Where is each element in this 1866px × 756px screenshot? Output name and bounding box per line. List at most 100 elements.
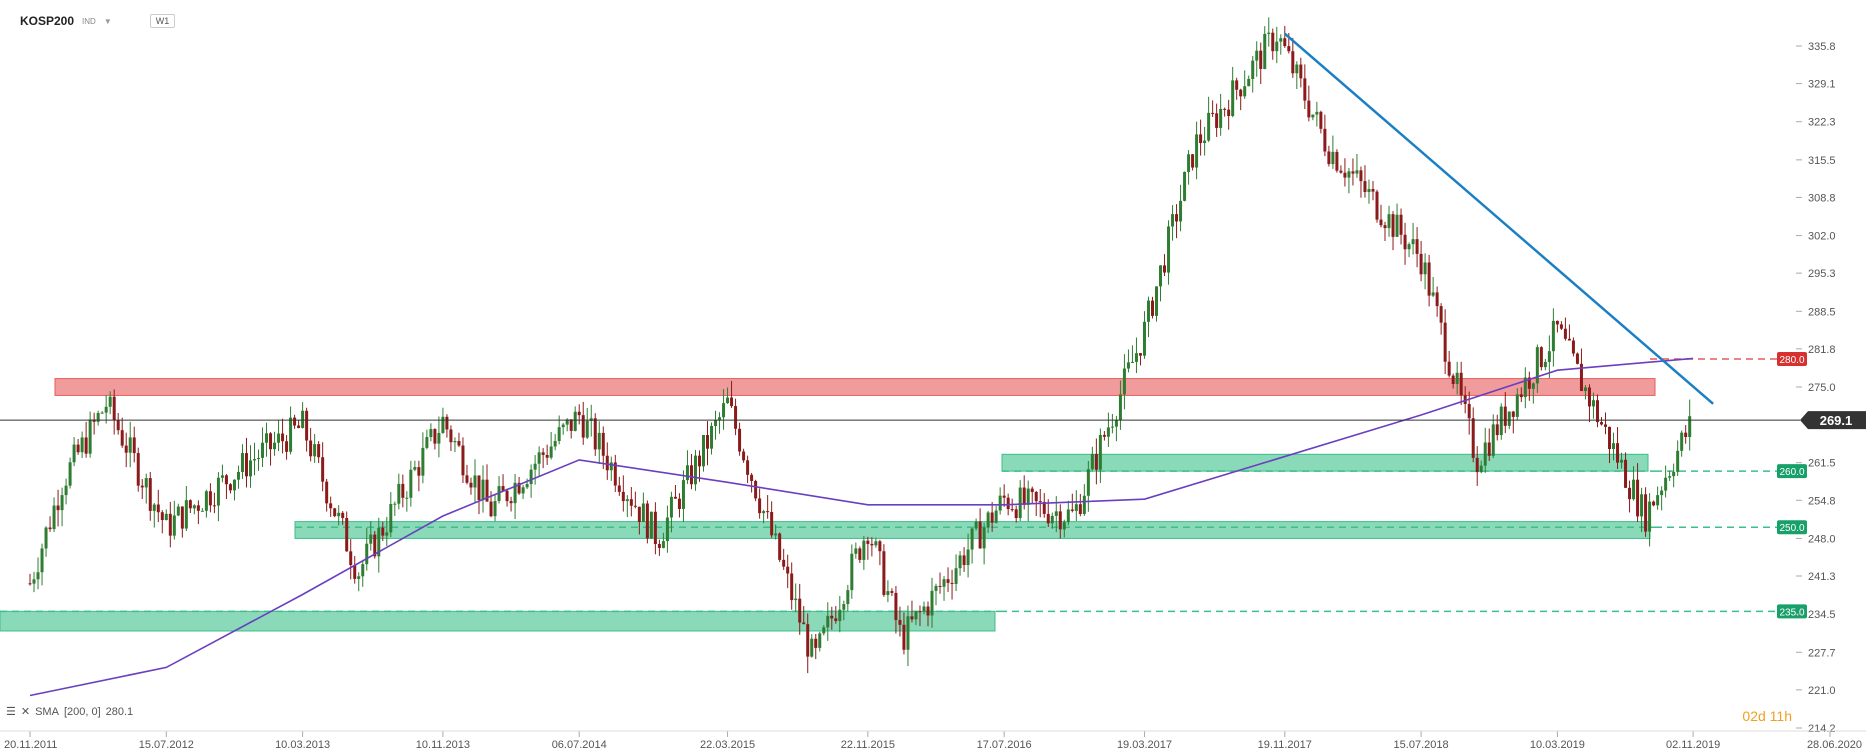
candle-body[interactable] [277,433,281,443]
candle-body[interactable] [1467,403,1471,419]
candle-body[interactable] [325,481,329,504]
candle-body[interactable] [365,543,369,565]
candle-body[interactable] [281,433,285,442]
candle-body[interactable] [216,477,220,506]
candle-body[interactable] [56,505,60,511]
candle-body[interactable] [533,463,537,470]
candle-body[interactable] [950,582,954,584]
candle-body[interactable] [1559,324,1563,329]
candle-body[interactable] [1034,491,1038,502]
candle-body[interactable] [673,496,677,499]
candle-body[interactable] [261,442,265,458]
candle-body[interactable] [1247,78,1251,87]
candle-body[interactable] [597,432,601,450]
candle-body[interactable] [1375,191,1379,220]
candle-body[interactable] [1523,377,1527,398]
candle-body[interactable] [585,420,589,438]
candle-body[interactable] [1146,300,1150,322]
candle-body[interactable] [693,455,697,485]
candle-body[interactable] [1591,400,1595,407]
candle-body[interactable] [934,585,938,591]
candle-body[interactable] [1475,457,1479,473]
candle-body[interactable] [914,611,918,620]
candle-body[interactable] [645,503,649,539]
candle-body[interactable] [132,437,136,454]
candle-body[interactable] [1235,80,1239,90]
candle-body[interactable] [954,568,958,584]
candle-body[interactable] [750,474,754,481]
candle-body[interactable] [681,480,685,509]
candle-body[interactable] [942,579,946,587]
candle-body[interactable] [1203,140,1207,144]
candle-body[interactable] [677,498,681,509]
candle-body[interactable] [481,479,485,500]
candle-body[interactable] [1427,262,1431,296]
candle-body[interactable] [537,452,541,464]
chevron-down-icon[interactable]: ▼ [103,16,112,26]
candle-body[interactable] [445,416,449,430]
candle-body[interactable] [1595,400,1599,423]
candle-body[interactable] [1487,442,1491,456]
candle-body[interactable] [196,505,200,511]
candle-body[interactable] [176,506,180,516]
candle-body[interactable] [136,453,140,486]
candle-body[interactable] [489,501,493,517]
candle-body[interactable] [1167,226,1171,273]
candle-body[interactable] [866,540,870,544]
candle-body[interactable] [1319,111,1323,129]
candle-body[interactable] [770,511,774,536]
candle-body[interactable] [1219,108,1223,128]
candle-body[interactable] [1006,497,1010,510]
candle-body[interactable] [124,445,128,453]
candle-body[interactable] [581,415,585,438]
candle-body[interactable] [621,491,625,502]
candle-body[interactable] [930,590,934,616]
candle-body[interactable] [1255,50,1259,61]
candle-body[interactable] [505,490,509,502]
candle-body[interactable] [589,418,593,421]
candle-body[interactable] [1628,487,1632,500]
candle-body[interactable] [1463,395,1467,404]
candle-body[interactable] [910,616,914,620]
candle-body[interactable] [1078,504,1082,514]
candle-body[interactable] [862,540,866,560]
candle-body[interactable] [685,465,689,481]
candle-body[interactable] [1179,200,1183,222]
candle-body[interactable] [273,442,277,450]
candle-body[interactable] [649,511,653,539]
candle-body[interactable] [1567,338,1571,341]
candle-body[interactable] [232,479,236,491]
candle-body[interactable] [1259,50,1263,69]
candle-body[interactable] [882,551,886,595]
candle-body[interactable] [874,541,878,546]
candle-body[interactable] [1094,453,1098,470]
sma-legend[interactable]: ☰ ✕ SMA [200, 0] 280.1 [6,705,133,719]
candle-body[interactable] [1483,442,1487,466]
candle-body[interactable] [84,437,88,454]
candle-body[interactable] [1471,418,1475,458]
candle-body[interactable] [697,455,701,467]
candle-body[interactable] [341,512,345,519]
candle-body[interactable] [782,559,786,567]
candle-body[interactable] [32,579,36,584]
candle-body[interactable] [1407,244,1411,250]
candle-body[interactable] [473,475,477,488]
candle-body[interactable] [501,486,505,491]
candle-body[interactable] [541,452,545,455]
candle-body[interactable] [521,487,525,494]
candle-body[interactable] [810,638,814,657]
candle-body[interactable] [994,510,998,523]
candle-body[interactable] [1443,322,1447,362]
candle-body[interactable] [525,484,529,488]
candle-body[interactable] [1624,459,1628,488]
candle-body[interactable] [1587,387,1591,407]
candle-body[interactable] [1022,487,1026,505]
candle-body[interactable] [305,410,309,441]
candle-body[interactable] [1014,509,1018,519]
candle-body[interactable] [1102,434,1106,437]
candle-body[interactable] [958,555,962,569]
candle-body[interactable] [381,527,385,536]
candle-body[interactable] [477,475,481,500]
candle-body[interactable] [1447,361,1451,376]
candle-body[interactable] [1026,488,1030,505]
